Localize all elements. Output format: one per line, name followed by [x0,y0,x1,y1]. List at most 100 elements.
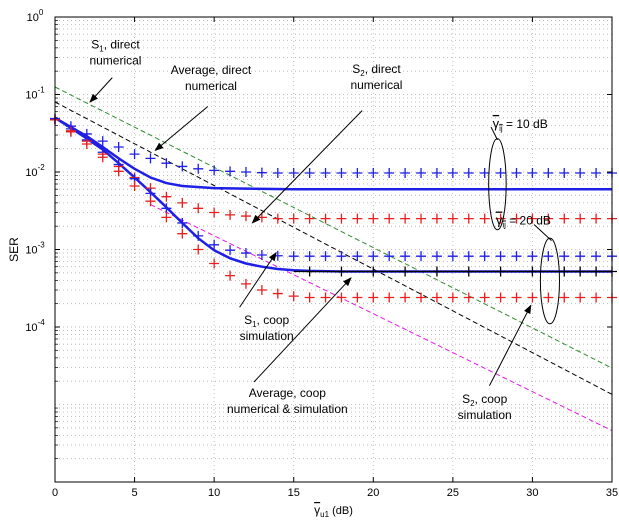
data-point [416,251,427,262]
axis-layer: 0 5 10 15 20 25 30 35 100 10-1 10-2 10-3 10-4 [25,8,618,499]
data-point [193,203,204,214]
data-point [320,168,331,179]
data-point [463,213,474,224]
data-point [591,292,602,303]
data-point [352,251,363,262]
data-point [177,217,188,228]
data-point [225,245,236,256]
annotation-arrow [489,304,532,386]
data-point [145,196,156,207]
data-point [384,213,395,224]
data-point [479,292,490,303]
data-point [495,292,506,303]
annotation-line: S2, direct [352,62,401,78]
gamma-symbol: γ [493,116,500,131]
data-point [384,292,395,303]
data-point [495,213,506,224]
data-point [97,152,108,163]
x-tick-label: 5 [132,487,138,499]
marker-series-s1_coop_10 [50,113,617,179]
data-point [336,213,347,224]
data-point [511,251,522,262]
data-point [272,213,283,224]
data-point [240,278,251,289]
data-point [447,292,458,303]
data-point [288,251,299,262]
annotation-line: numerical [185,79,237,93]
data-point [177,161,188,172]
annotation-arrow [154,106,209,152]
y-tick-label: 10-2 [25,163,45,179]
data-point [256,249,267,260]
data-point [384,251,395,262]
data-point [336,251,347,262]
data-point [479,168,490,179]
data-point [272,168,283,179]
data-point [447,168,458,179]
annotation-line: S1, direct [91,38,140,54]
data-point [113,142,124,153]
data-point [320,292,331,303]
y-tick-label: 10-1 [25,86,45,102]
series-avg_coop_10 [54,116,612,191]
series-s1_direct [54,101,613,395]
data-point [591,213,602,224]
data-point [463,266,474,277]
data-point [304,168,315,179]
data-point [463,251,474,262]
x-tick-label: 15 [288,487,300,499]
data-point [129,180,140,191]
y-tick-label: 10-4 [25,318,45,334]
data-point [431,213,442,224]
annotation-line: Average, direct [171,63,252,77]
data-point [193,230,204,241]
data-point [479,251,490,262]
data-point [400,266,411,277]
annotation-line: S2, coop [462,392,507,408]
annotation-line: simulation [458,408,512,422]
ellipse_20db [539,237,560,325]
data-point [225,166,236,177]
data-point [447,213,458,224]
data-point [591,266,602,277]
data-point [495,251,506,262]
data-point [575,168,586,179]
annotation-arrow [251,110,363,224]
data-point [527,266,538,277]
data-point [543,213,554,224]
data-point [559,168,570,179]
data-point [368,292,379,303]
data-point [463,168,474,179]
x-tick-label: 35 [606,487,618,499]
x-axis-label-symbol: γ [314,503,320,517]
data-point [240,167,251,177]
gamma-subscript: ij [502,221,506,230]
data-point [161,191,172,202]
data-point [463,292,474,303]
data-point [209,258,220,269]
annotation-avg_coop_label: Average, coop numerical & simulation [227,277,352,416]
data-point [209,207,220,218]
data-point [161,212,172,223]
data-point [416,292,427,303]
data-point [495,168,506,179]
annotation-line: numerical [89,54,141,68]
data-point [240,211,251,222]
data-point [447,251,458,262]
data-point [225,270,236,281]
annotation-line: numerical [350,78,402,92]
data-point [256,167,267,178]
data-point [288,168,299,179]
data-point [177,228,188,239]
y-tick-label: 100 [27,8,44,24]
ellipse_10db [488,138,507,231]
annotation-line: numerical & simulation [227,402,348,416]
data-point [320,251,331,262]
data-point [368,213,379,224]
data-point [559,213,570,224]
data-point [400,168,411,179]
annotation-arrow [239,251,277,308]
